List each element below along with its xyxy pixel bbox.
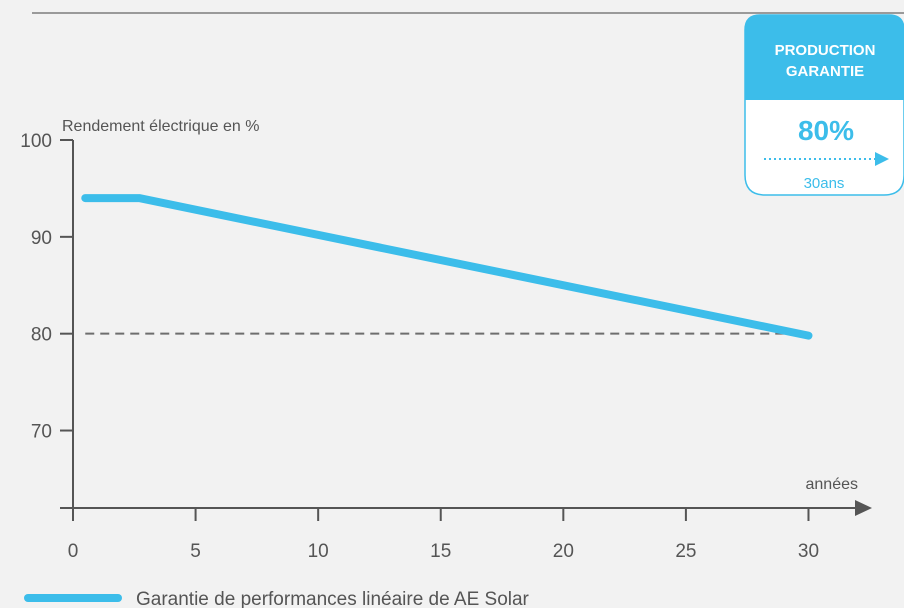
badge-title-line2: GARANTIE xyxy=(786,63,864,80)
x-tick-label: 30 xyxy=(798,541,819,562)
x-tick-label: 10 xyxy=(308,541,329,562)
y-axis-title: Rendement électrique en % xyxy=(62,118,259,135)
x-tick-label: 25 xyxy=(675,541,696,562)
y-ticks: 70 80 90 100 xyxy=(20,131,73,443)
x-tick-label: 20 xyxy=(553,541,574,562)
x-tick-label: 15 xyxy=(430,541,451,562)
badge-value: 80% xyxy=(798,115,854,146)
y-tick-label: 70 xyxy=(31,422,52,443)
y-tick-label: 100 xyxy=(20,131,52,152)
x-tick-label: 0 xyxy=(68,541,79,562)
x-tick-label: 5 xyxy=(190,541,201,562)
y-tick-label: 80 xyxy=(31,325,52,346)
y-tick-label: 90 xyxy=(31,228,52,249)
badge-duration: 30ans xyxy=(804,175,845,192)
guarantee-badge: PRODUCTION GARANTIE 80% 30ans xyxy=(744,14,904,196)
badge-header xyxy=(745,15,904,100)
legend-label: Garantie de performances linéaire de AE … xyxy=(136,589,530,608)
legend: Garantie de performances linéaire de AE … xyxy=(24,589,530,608)
axes xyxy=(60,140,872,516)
series-line xyxy=(81,194,813,340)
x-axis-arrow-icon xyxy=(855,500,872,516)
badge-title-line1: PRODUCTION xyxy=(775,42,876,59)
x-ticks: 0 5 10 15 20 25 30 xyxy=(68,508,819,562)
series-group xyxy=(81,194,813,340)
badge-arrow-icon xyxy=(875,152,889,166)
x-axis-title: années xyxy=(806,476,859,493)
